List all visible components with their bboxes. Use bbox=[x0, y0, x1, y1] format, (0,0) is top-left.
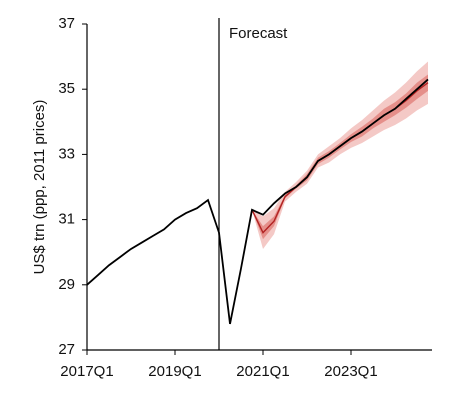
y-tick-label: 31 bbox=[58, 211, 75, 228]
x-tick-label: 2023Q1 bbox=[324, 363, 377, 380]
y-tick-label: 33 bbox=[58, 145, 75, 162]
y-tick-label: 35 bbox=[58, 80, 75, 97]
y-tick-label: 27 bbox=[58, 341, 75, 358]
line bbox=[86, 78, 429, 325]
y-axis-label: US$ trn (ppp, 2011 prices) bbox=[31, 100, 48, 275]
x-tick-label: 2017Q1 bbox=[60, 363, 113, 380]
x-tick-label: 2019Q1 bbox=[148, 363, 201, 380]
fan-band bbox=[252, 74, 428, 240]
annotation: Forecast bbox=[229, 25, 288, 42]
y-tick-label: 37 bbox=[58, 15, 75, 32]
fan-band bbox=[252, 61, 428, 249]
x-tick-label: 2021Q1 bbox=[236, 363, 289, 380]
y-tick-label: 29 bbox=[58, 276, 75, 293]
